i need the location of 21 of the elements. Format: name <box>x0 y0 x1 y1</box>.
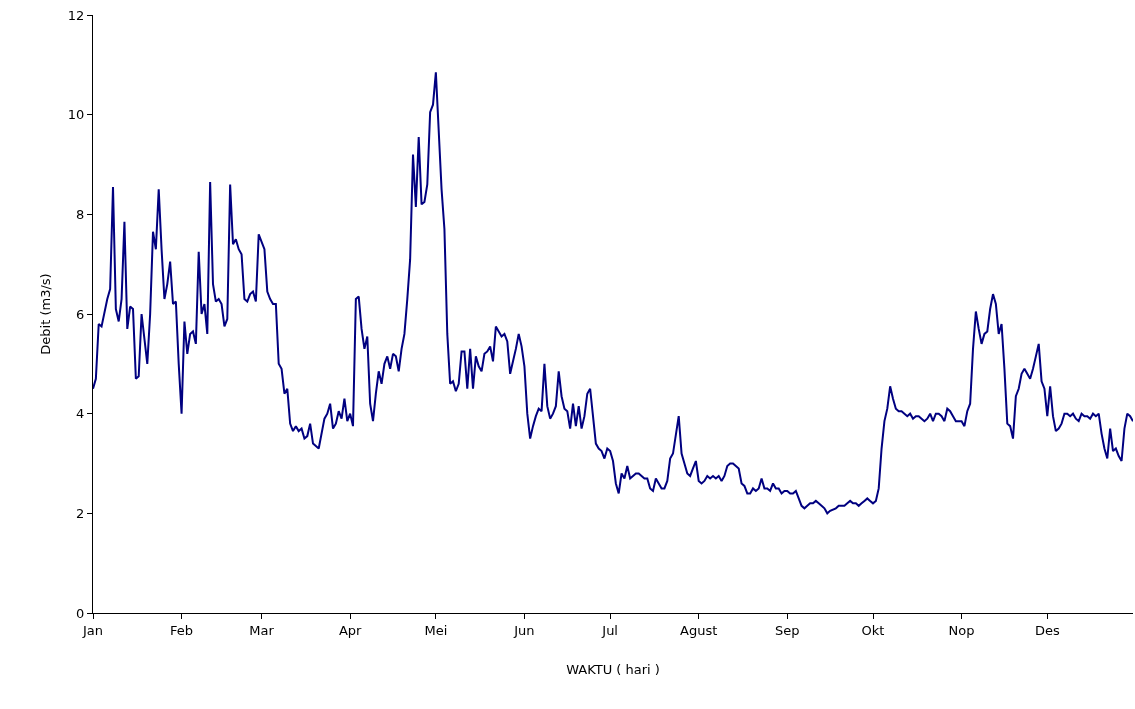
x-tick-label: Jun <box>513 622 535 638</box>
y-axis-title: Debit (m3/s) <box>37 273 53 355</box>
x-tick-label: Okt <box>861 622 885 638</box>
x-tick-label: Mei <box>424 622 448 638</box>
y-tick-label: 6 <box>76 306 85 322</box>
y-tick-label: 12 <box>67 7 85 23</box>
x-tick-label: Apr <box>338 622 363 638</box>
y-tick-label: 10 <box>67 107 85 123</box>
y-tick-label: 8 <box>76 206 85 222</box>
x-tick-label: Agust <box>680 622 718 638</box>
y-tick-label: 0 <box>76 605 85 621</box>
x-axis-title: WAKTU ( hari ) <box>566 662 660 678</box>
x-tick-label: Mar <box>249 622 275 638</box>
x-tick-label: Feb <box>170 622 194 638</box>
x-tick-label: Jan <box>81 622 104 638</box>
y-tick-label: 2 <box>76 505 85 521</box>
x-tick-label: Sep <box>775 622 800 638</box>
y-tick-label: 4 <box>76 406 85 422</box>
x-tick-label: Des <box>1034 622 1060 638</box>
x-tick-label: Jul <box>601 622 618 638</box>
x-tick-label: Nop <box>948 622 975 638</box>
